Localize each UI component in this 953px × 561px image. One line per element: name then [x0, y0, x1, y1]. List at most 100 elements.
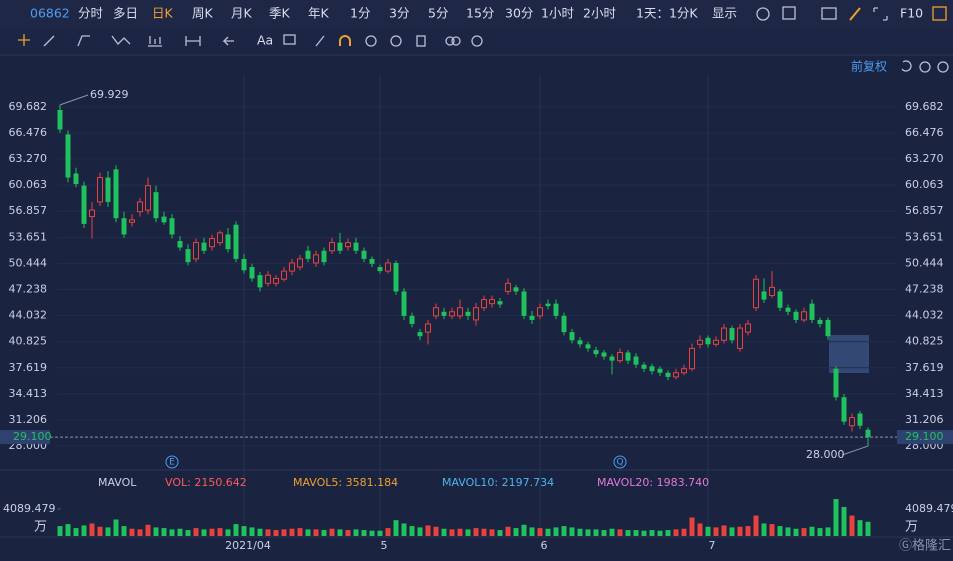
volume-bar [537, 528, 543, 536]
fullscreen[interactable] [873, 7, 888, 21]
candle-body [241, 258, 247, 271]
volume-bar [817, 528, 823, 536]
eye-tool[interactable] [365, 35, 377, 47]
candle-body [689, 347, 695, 370]
volume-bar [57, 526, 63, 536]
hide-tool[interactable] [390, 35, 402, 47]
candle-body [73, 173, 79, 185]
event-label[interactable]: E [169, 458, 175, 468]
candle-body [417, 332, 423, 337]
volume-bar [89, 523, 95, 536]
magnet-tool[interactable] [339, 35, 351, 46]
volume-bar [273, 530, 279, 536]
candle-body [729, 328, 735, 341]
line-tool[interactable] [43, 35, 55, 47]
fib-tool[interactable] [148, 36, 162, 47]
candle-body [705, 337, 711, 345]
volume-bar [225, 529, 231, 536]
volume-bar [529, 527, 535, 536]
delete-tool[interactable] [416, 35, 426, 47]
toolbar-item[interactable]: 季K [269, 6, 291, 21]
crosshair-tool[interactable] [18, 34, 30, 46]
volume-bar [153, 527, 159, 536]
candle-body [449, 311, 455, 317]
volume-bar [521, 524, 527, 536]
toolbar-item[interactable]: 15分 [466, 6, 494, 21]
y-tick-label: 60.063 [905, 178, 944, 191]
toolbar-item[interactable]: 显示 [712, 6, 737, 21]
volume-bar [177, 528, 183, 536]
ruler-tool[interactable] [315, 35, 325, 47]
event-marker[interactable] [613, 455, 627, 469]
toolbar-item[interactable]: 2小时 [583, 6, 616, 21]
zoom-in[interactable] [937, 61, 949, 73]
candle-body [193, 242, 199, 260]
candle-body [489, 299, 495, 305]
toolbar-item[interactable]: 06862 [30, 6, 70, 21]
toolbar-item[interactable]: 1天：1分K [636, 6, 698, 21]
channel-tool[interactable] [77, 35, 90, 47]
link-tool[interactable] [445, 36, 455, 46]
candle-body [401, 291, 407, 316]
volume-bar [353, 529, 359, 536]
toolbar-item[interactable]: 日K [152, 6, 174, 21]
text-tool[interactable]: Aa [257, 33, 273, 48]
candle-body [81, 185, 87, 224]
candle-body [673, 372, 679, 378]
volume-bar [321, 530, 327, 536]
adjust-mode[interactable]: 前复权 [851, 59, 887, 74]
event-label[interactable]: Q [616, 458, 623, 468]
toolbar-item[interactable]: 多日 [113, 6, 138, 21]
range-tool[interactable] [185, 36, 201, 46]
toolbar-item[interactable]: F10 [900, 6, 923, 21]
volume-bar [793, 528, 799, 536]
candle-body [617, 351, 623, 362]
y-tick-label: 56.857 [905, 204, 944, 217]
pen[interactable] [849, 7, 861, 21]
volume-bar [681, 528, 687, 536]
candle-body [601, 352, 607, 357]
checkbox[interactable] [782, 6, 796, 20]
toolbar-item[interactable]: 年K [308, 6, 330, 21]
volume-bar [393, 520, 399, 536]
toolbar-item[interactable]: 1分 [350, 6, 370, 21]
volume-bar [97, 526, 103, 536]
candle-body [793, 311, 799, 320]
settings[interactable] [756, 7, 770, 21]
zoom-out[interactable] [919, 61, 931, 73]
reset[interactable] [901, 60, 912, 72]
panel-toggle[interactable] [932, 6, 947, 21]
candle-body [817, 319, 823, 324]
candle-body [865, 429, 871, 438]
toolbar-item[interactable]: 1小时 [541, 6, 574, 21]
candle-body [681, 368, 687, 374]
volume-unit: 万 [34, 520, 47, 535]
candle-body [809, 303, 815, 320]
x-tick-label: 2021/04 [225, 539, 271, 552]
toolbar-item[interactable]: 5分 [428, 6, 448, 21]
settings-tool[interactable] [471, 35, 483, 47]
candle-body [265, 274, 271, 284]
wave-tool[interactable] [111, 35, 131, 45]
event-marker[interactable] [165, 455, 179, 469]
arrow-tool[interactable] [222, 36, 234, 46]
y-tick-label: 44.032 [905, 309, 944, 322]
volume-bar [81, 525, 87, 536]
volume-bar [113, 519, 119, 536]
volume-bar [425, 525, 431, 536]
candle-body [761, 291, 767, 300]
volume-bar [185, 530, 191, 536]
volume-bar [241, 526, 247, 536]
toolbar-item[interactable]: 30分 [505, 6, 533, 21]
volume-bar [649, 530, 655, 536]
candle-body [521, 291, 527, 316]
toolbar-item[interactable]: 周K [192, 6, 214, 21]
toolbar-item[interactable]: 3分 [389, 6, 409, 21]
camera[interactable] [821, 7, 837, 20]
volume-bar [337, 529, 343, 536]
note-tool[interactable] [283, 34, 296, 45]
toolbar-item[interactable]: 分时 [78, 6, 104, 21]
candle-body [641, 364, 647, 369]
candle-body [577, 340, 583, 345]
toolbar-item[interactable]: 月K [231, 6, 253, 21]
